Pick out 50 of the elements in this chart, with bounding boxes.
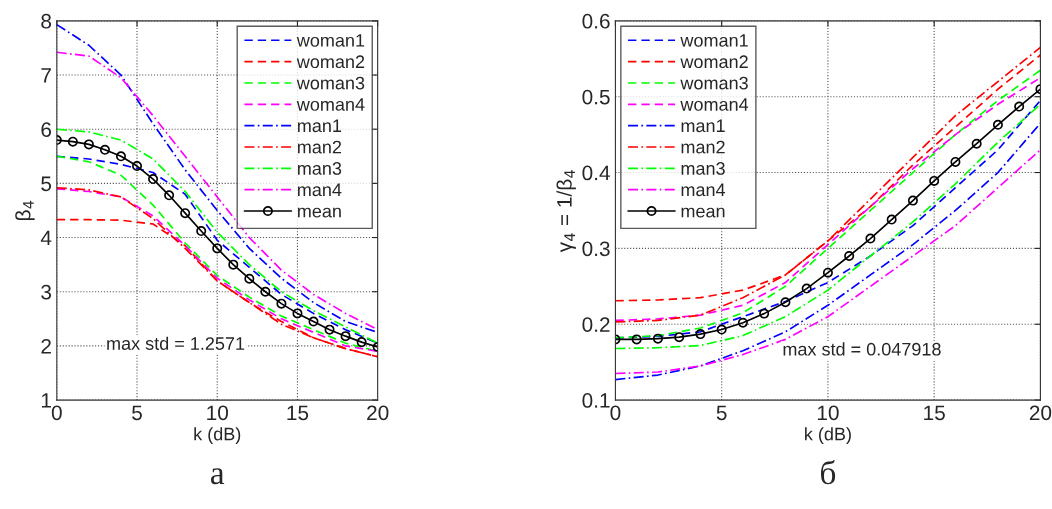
- y-tick-label: 0.3: [582, 241, 610, 257]
- y-tick-label: 5: [41, 176, 52, 192]
- x-axis-title: k (dB): [194, 427, 241, 444]
- y-tick-label: 0.1: [582, 393, 610, 408]
- x-tick-label: 20: [367, 405, 389, 421]
- x-tick-label: 0: [51, 405, 62, 421]
- annotation: max std = 1.2571: [107, 336, 245, 350]
- annotation: max std = 0.047918: [783, 342, 941, 356]
- legend-label: woman1: [680, 34, 748, 47]
- x-axis-title: k (dB): [805, 427, 851, 444]
- legend-label: woman1: [296, 34, 365, 47]
- x-tick-label: 10: [817, 405, 839, 421]
- legend-label: woman2: [296, 55, 365, 69]
- x-tick-label: 15: [287, 405, 309, 421]
- legend-label: man1: [681, 119, 725, 133]
- x-tick-label: 20: [1029, 405, 1052, 421]
- x-tick-label: 15: [924, 405, 945, 421]
- y-tick-label: 0.6: [582, 13, 610, 29]
- x-tick-label: 5: [132, 405, 142, 421]
- y-tick-label: 0.4: [582, 165, 610, 181]
- legend-label: man4: [681, 183, 726, 197]
- y-tick-label: 3: [41, 284, 52, 300]
- legend-label: man2: [297, 140, 342, 154]
- legend-label: woman3: [296, 76, 365, 90]
- legend-label: man4: [297, 183, 342, 197]
- y-tick-label: 2: [41, 338, 51, 354]
- legend-label: woman4: [296, 98, 365, 111]
- legend-label: woman3: [680, 76, 748, 90]
- legend-label: man3: [681, 162, 725, 175]
- y-tick-label: 8: [41, 13, 52, 29]
- x-tick-label: 10: [207, 405, 229, 421]
- y-axis-title: γ$_{4}$ = 1/β$_{4}$: [556, 170, 576, 253]
- x-tick-label: 5: [716, 405, 727, 421]
- legend-label: mean: [681, 207, 725, 218]
- legend-label: woman4: [680, 98, 749, 111]
- y-tick-label: 0.5: [582, 89, 610, 105]
- legend-label: man3: [297, 162, 342, 175]
- legend-label: man2: [681, 140, 725, 154]
- legend-label: woman2: [680, 55, 748, 69]
- y-tick-label: 4: [40, 230, 52, 246]
- legend-label: man1: [297, 119, 342, 133]
- y-tick-label: 7: [41, 68, 51, 83]
- y-axis-title: β$_{4}$: [15, 200, 35, 221]
- y-tick-label: 0.2: [582, 317, 610, 332]
- text: б: [821, 460, 836, 485]
- x-tick-label: 0: [610, 405, 621, 421]
- legend-label: mean: [297, 207, 341, 218]
- y-tick-label: 1: [41, 393, 51, 408]
- text: а: [211, 468, 225, 485]
- y-tick-label: 6: [41, 122, 52, 137]
